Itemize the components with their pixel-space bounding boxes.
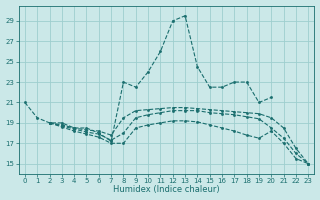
- X-axis label: Humidex (Indice chaleur): Humidex (Indice chaleur): [113, 185, 220, 194]
